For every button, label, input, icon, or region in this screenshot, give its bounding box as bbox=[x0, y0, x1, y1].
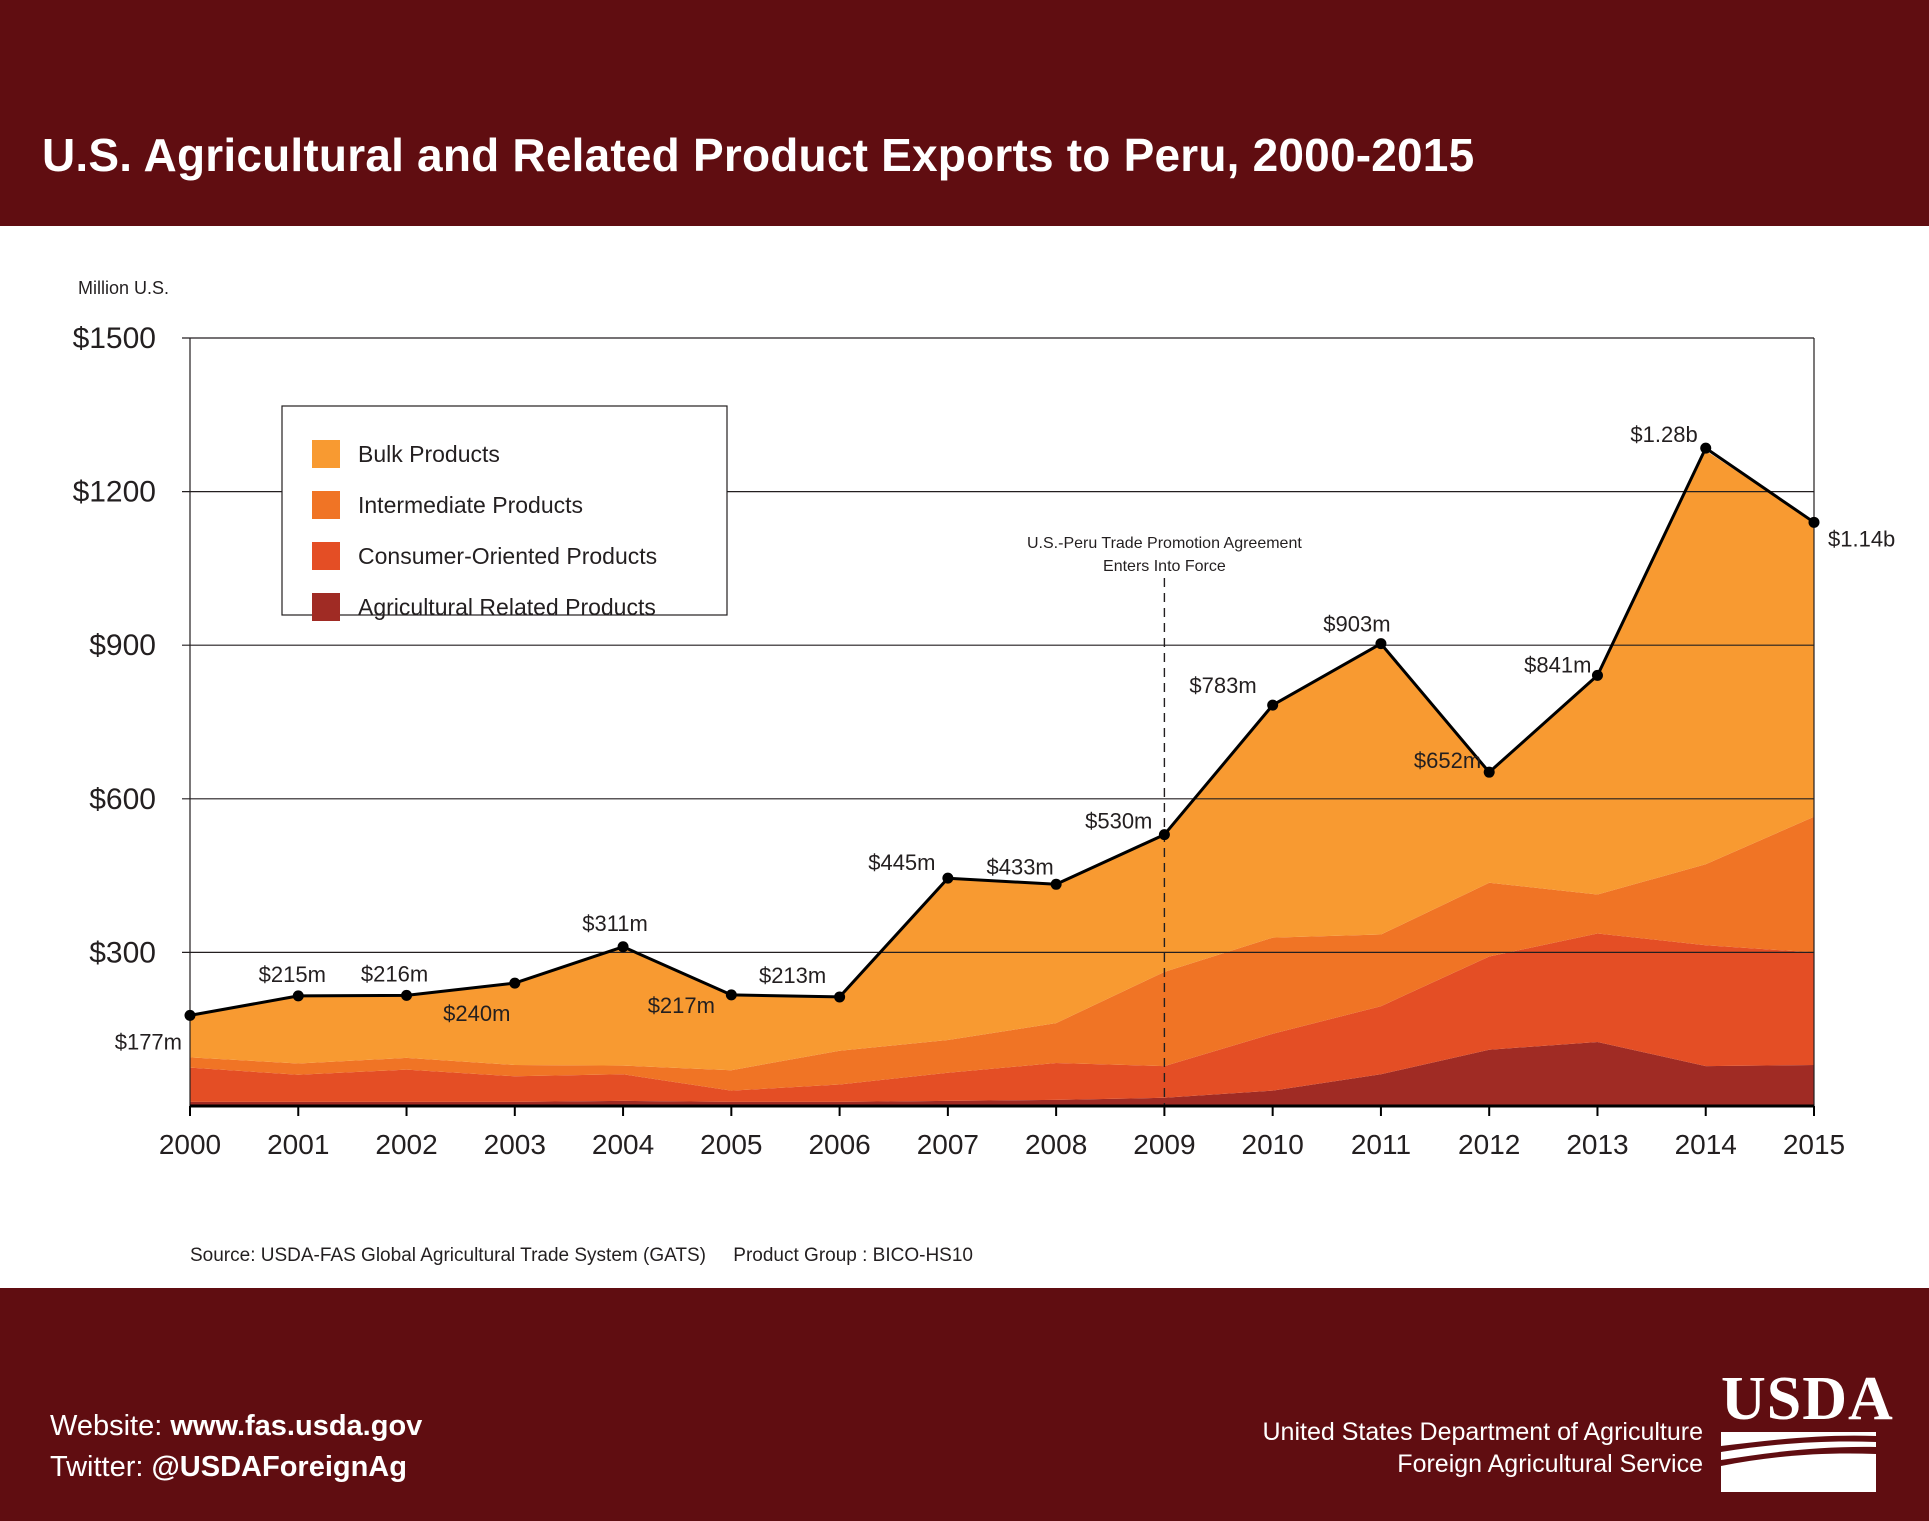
legend-swatch-intermediate-products bbox=[312, 491, 340, 519]
website-label: Website: bbox=[50, 1410, 163, 1442]
total-label-2007: $445m bbox=[868, 850, 935, 875]
legend-swatch-consumer-oriented-products bbox=[312, 542, 340, 570]
chart-title: U.S. Agricultural and Related Product Ex… bbox=[42, 129, 1475, 181]
usda-logo: USDA bbox=[1721, 1365, 1894, 1494]
usda-logo-text: USDA bbox=[1721, 1365, 1894, 1433]
twitter-line: Twitter: @USDAForeignAg bbox=[50, 1447, 422, 1488]
total-line: $177m $215m $216m $240m $311m $217m $213m $445m… bbox=[115, 422, 1896, 1054]
area-intermediate-products bbox=[190, 816, 1814, 1091]
export-area-chart: U.S.-Peru Trade Promotion Agreement Enter… bbox=[73, 278, 1896, 1160]
total-label-2013: $841m bbox=[1524, 652, 1591, 677]
x-tick-label-2004: 2004 bbox=[592, 1129, 654, 1160]
total-label-2015: $1.14b bbox=[1828, 526, 1895, 551]
total-label-2008: $433m bbox=[986, 854, 1053, 879]
agency-line-2: Foreign Agricultural Service bbox=[1397, 1450, 1703, 1478]
x-tick-label-2001: 2001 bbox=[267, 1129, 329, 1160]
total-marker-2000 bbox=[184, 1009, 196, 1021]
total-label-2001: $215m bbox=[259, 962, 326, 987]
legend-swatch-agricultural-related-products bbox=[312, 593, 340, 621]
x-tick-label-2005: 2005 bbox=[700, 1129, 762, 1160]
source-text: Source: USDA-FAS Global Agricultural Tra… bbox=[190, 1245, 706, 1266]
total-marker-2006 bbox=[834, 991, 846, 1003]
x-tick-label-2003: 2003 bbox=[484, 1129, 546, 1160]
website-link[interactable]: www.fas.usda.gov bbox=[170, 1410, 423, 1442]
twitter-label: Twitter: bbox=[50, 1451, 144, 1483]
y-tick-label-1200: $1200 bbox=[73, 476, 156, 509]
total-marker-2008 bbox=[1050, 878, 1062, 890]
total-marker-2015 bbox=[1808, 516, 1820, 528]
total-label-2000: $177m bbox=[115, 1029, 182, 1054]
total-label-2006: $213m bbox=[759, 963, 826, 988]
legend: Bulk Products Intermediate Products Consum… bbox=[281, 405, 728, 621]
total-marker-2005 bbox=[725, 989, 737, 1001]
y-tick-label-900: $900 bbox=[89, 629, 156, 662]
x-tick-label-2009: 2009 bbox=[1133, 1129, 1195, 1160]
legend-label-consumer-oriented-products: Consumer-Oriented Products bbox=[358, 543, 657, 569]
x-tick-label-2002: 2002 bbox=[375, 1129, 437, 1160]
total-marker-2002 bbox=[401, 989, 413, 1001]
x-tick-label-2015: 2015 bbox=[1783, 1129, 1845, 1160]
total-label-2002: $216m bbox=[361, 961, 428, 986]
trade-agreement-annotation: U.S.-Peru Trade Promotion Agreement Enter… bbox=[1027, 535, 1302, 1106]
x-tick-label-2007: 2007 bbox=[917, 1129, 979, 1160]
x-tick-label-2010: 2010 bbox=[1242, 1129, 1304, 1160]
x-tick-label-2008: 2008 bbox=[1025, 1129, 1087, 1160]
total-exports-line bbox=[189, 446, 1815, 1017]
total-marker-2013 bbox=[1591, 669, 1603, 681]
y-tick-label-1500: $1500 bbox=[73, 322, 156, 355]
annotation-line-1: U.S.-Peru Trade Promotion Agreement bbox=[1027, 535, 1302, 552]
y-tick-label-300: $300 bbox=[89, 936, 156, 969]
chart-area: U.S.-Peru Trade Promotion Agreement Enter… bbox=[0, 226, 1929, 1288]
footer-band: Website: www.fas.usda.gov Twitter: @USDA… bbox=[0, 1288, 1929, 1521]
total-label-2005: $217m bbox=[648, 993, 715, 1018]
total-label-2004: $311m bbox=[582, 911, 648, 936]
total-marker-2009 bbox=[1158, 829, 1170, 841]
annotation-line-2: Enters Into Force bbox=[1103, 558, 1226, 575]
area-agricultural-related-products bbox=[190, 1042, 1814, 1106]
y-axis-title: Million U.S. bbox=[78, 278, 169, 298]
y-tick-label-600: $600 bbox=[89, 783, 156, 816]
total-marker-2004 bbox=[617, 941, 629, 953]
total-marker-2001 bbox=[292, 990, 304, 1002]
axes: 2000 2001 2002 2003 2004 2005 2006 2007 2008 2009… bbox=[73, 278, 1846, 1160]
total-label-2012: $652m bbox=[1414, 748, 1481, 773]
usda-logo-field-icon bbox=[1721, 1432, 1876, 1492]
total-marker-2011 bbox=[1375, 638, 1387, 650]
website-line: Website: www.fas.usda.gov bbox=[50, 1406, 422, 1447]
total-label-2010: $783m bbox=[1189, 673, 1256, 698]
total-label-2009: $530m bbox=[1085, 809, 1152, 834]
product-group-text: Product Group : BICO-HS10 bbox=[733, 1245, 973, 1266]
header-band: U.S. Agricultural and Related Product Ex… bbox=[0, 0, 1929, 226]
total-label-2011: $903m bbox=[1323, 612, 1390, 637]
legend-swatch-bulk-products bbox=[312, 440, 340, 468]
x-tick-label-2000: 2000 bbox=[159, 1129, 221, 1160]
agency-line-1: United States Department of Agriculture bbox=[1262, 1418, 1703, 1446]
total-marker-2012 bbox=[1483, 766, 1495, 778]
total-label-2014: $1.28b bbox=[1630, 422, 1697, 447]
legend-box bbox=[281, 405, 728, 616]
x-tick-label-2013: 2013 bbox=[1566, 1129, 1628, 1160]
legend-label-intermediate-products: Intermediate Products bbox=[358, 492, 583, 518]
legend-label-agricultural-related-products: Agricultural Related Products bbox=[358, 594, 656, 620]
twitter-link[interactable]: @USDAForeignAg bbox=[151, 1451, 407, 1483]
area-consumer-oriented-products bbox=[190, 933, 1814, 1102]
source-note: Source: USDA-FAS Global Agricultural Tra… bbox=[190, 1245, 973, 1267]
total-marker-2007 bbox=[942, 872, 954, 884]
total-marker-2014 bbox=[1700, 442, 1712, 454]
x-tick-label-2006: 2006 bbox=[808, 1129, 870, 1160]
contact-info: Website: www.fas.usda.gov Twitter: @USDA… bbox=[50, 1406, 422, 1488]
legend-label-bulk-products: Bulk Products bbox=[358, 441, 500, 467]
area-bulk-products bbox=[190, 450, 1814, 1071]
total-label-2003: $240m bbox=[443, 1001, 510, 1026]
area-layers bbox=[190, 450, 1814, 1106]
x-tick-label-2014: 2014 bbox=[1675, 1129, 1737, 1160]
x-tick-label-2012: 2012 bbox=[1458, 1129, 1520, 1160]
x-tick-label-2011: 2011 bbox=[1351, 1129, 1411, 1160]
plot-frame bbox=[189, 338, 1815, 1106]
total-marker-2010 bbox=[1267, 699, 1279, 711]
agency-name: United States Department of Agriculture … bbox=[1262, 1416, 1703, 1480]
total-marker-2003 bbox=[509, 977, 521, 989]
